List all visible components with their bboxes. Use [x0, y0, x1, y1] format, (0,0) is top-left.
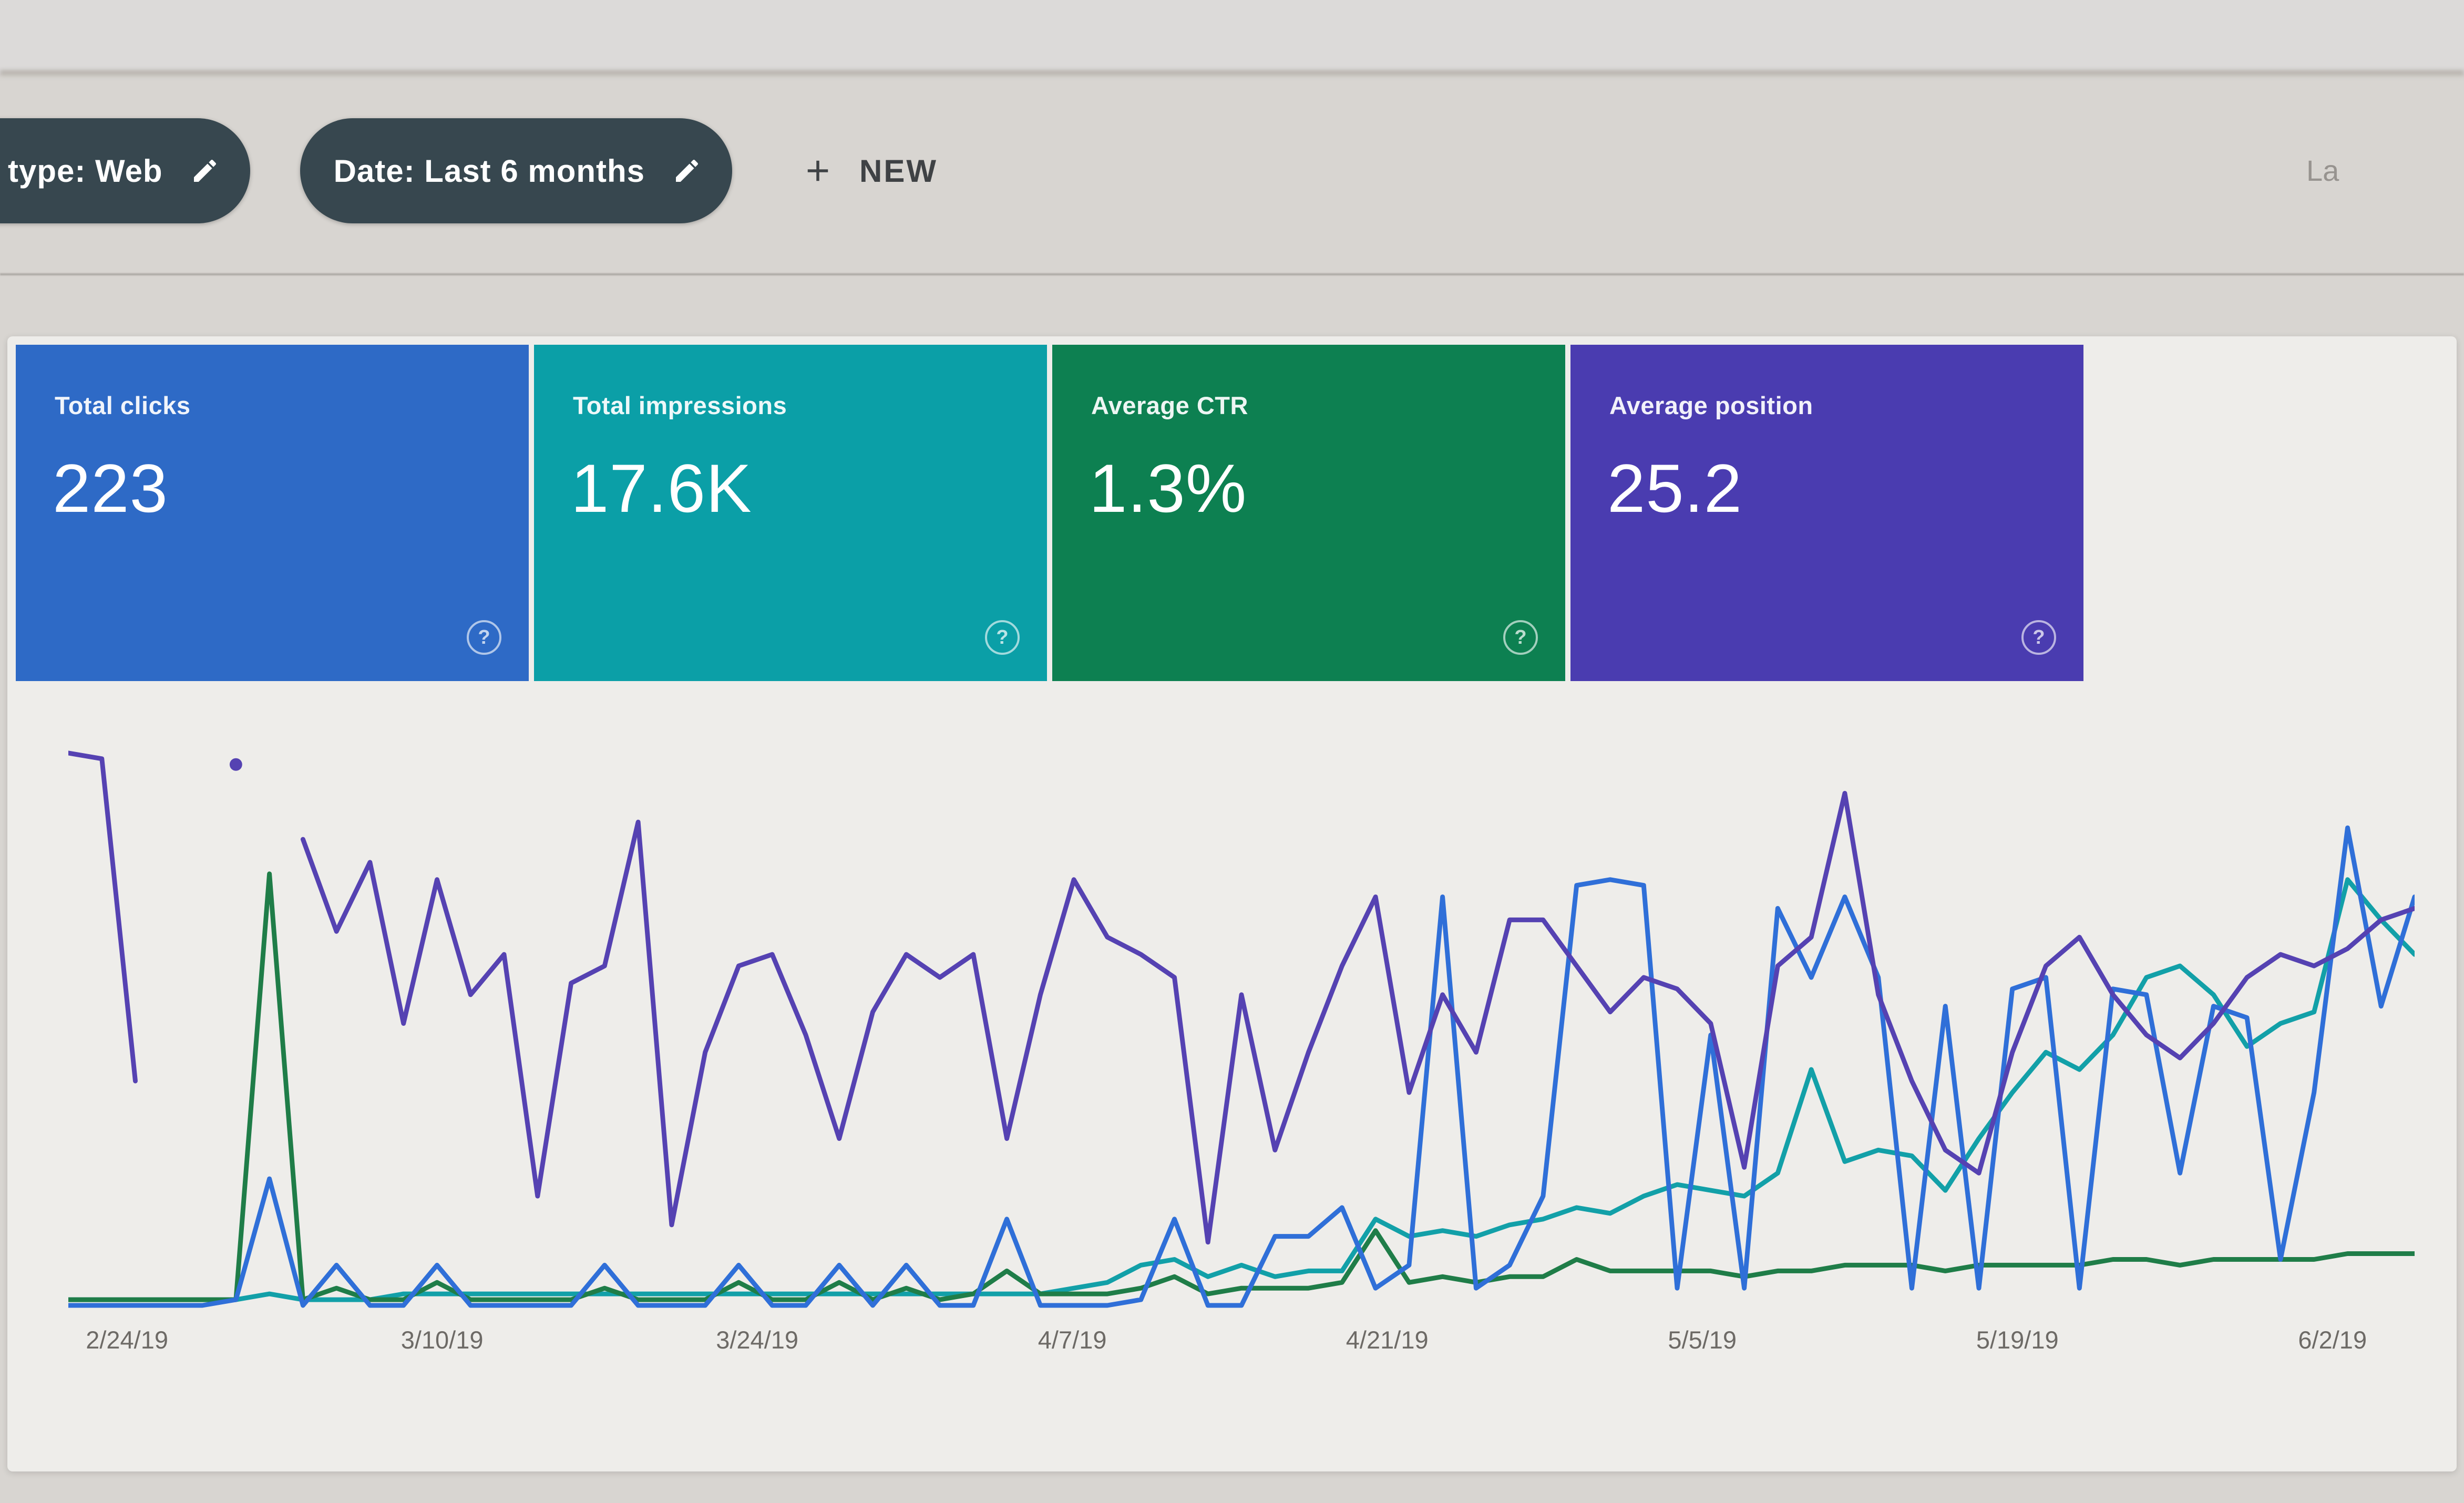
- plus-icon: [807, 160, 828, 181]
- filter-chip-date-range-label: Date: Last 6 months: [333, 153, 645, 189]
- metric-card-value: 25.2: [1607, 450, 1743, 527]
- series-line-total-clicks: [68, 825, 2415, 1308]
- help-icon[interactable]: ?: [2021, 620, 2056, 655]
- x-tick-label: 3/10/19: [401, 1326, 484, 1354]
- chart-x-axis: 2/24/19 3/10/19 3/24/19 4/7/19 4/21/19 5/5/19…: [68, 1325, 2415, 1367]
- filter-chip-search-type[interactable]: type: Web: [0, 118, 250, 223]
- filter-bar: type: Web Date: Last 6 months NEW: [0, 110, 2464, 231]
- performance-chart: [68, 750, 2415, 1308]
- chart-region: [68, 736, 2415, 1311]
- x-tick-label: 2/24/19: [86, 1326, 168, 1354]
- x-tick-label: 5/19/19: [1976, 1326, 2059, 1354]
- performance-panel: Total clicks 223 ? Total impressions 17.…: [7, 336, 2457, 1471]
- metric-cards-row: Total clicks 223 ? Total impressions 17.…: [16, 345, 2083, 681]
- metric-card-label: Average position: [1609, 392, 1813, 419]
- help-icon[interactable]: ?: [1503, 620, 1538, 655]
- series-line-average-position: [300, 791, 2415, 1245]
- metric-card-value: 1.3%: [1089, 450, 1247, 527]
- truncated-last-updated-text: La: [2306, 154, 2339, 187]
- window-top-strip: [0, 0, 2464, 74]
- help-icon[interactable]: ?: [467, 620, 501, 655]
- x-tick-label: 4/21/19: [1346, 1326, 1429, 1354]
- x-tick-label: 5/5/19: [1668, 1326, 1737, 1354]
- metric-card-total-impressions[interactable]: Total impressions 17.6K ?: [534, 345, 1047, 681]
- header-divider: [0, 273, 2464, 275]
- series-line-average-position: [68, 750, 138, 1084]
- edit-pencil-icon[interactable]: [672, 156, 702, 186]
- filter-chip-date-range[interactable]: Date: Last 6 months: [300, 118, 733, 223]
- series-line-average-ctr: [68, 871, 2415, 1302]
- series-point-average-position: [229, 758, 242, 771]
- edit-pencil-icon[interactable]: [190, 156, 220, 186]
- metric-card-label: Total clicks: [55, 392, 191, 419]
- metric-card-value: 17.6K: [571, 450, 752, 527]
- x-tick-label: 6/2/19: [2298, 1326, 2367, 1354]
- x-tick-label: 4/7/19: [1038, 1326, 1107, 1354]
- metric-card-total-clicks[interactable]: Total clicks 223 ?: [16, 345, 529, 681]
- filter-chip-search-type-label: type: Web: [8, 153, 163, 189]
- metric-card-label: Total impressions: [573, 392, 787, 419]
- help-icon[interactable]: ?: [985, 620, 1020, 655]
- new-filter-button-label: NEW: [859, 153, 938, 189]
- metric-card-average-position[interactable]: Average position 25.2 ?: [1570, 345, 2083, 681]
- metric-card-label: Average CTR: [1091, 392, 1248, 419]
- new-filter-button[interactable]: NEW: [800, 153, 938, 189]
- window-top-strip-shadow: [0, 70, 2464, 77]
- x-tick-label: 3/24/19: [716, 1326, 799, 1354]
- metric-card-average-ctr[interactable]: Average CTR 1.3% ?: [1052, 345, 1565, 681]
- metric-card-value: 223: [53, 450, 168, 527]
